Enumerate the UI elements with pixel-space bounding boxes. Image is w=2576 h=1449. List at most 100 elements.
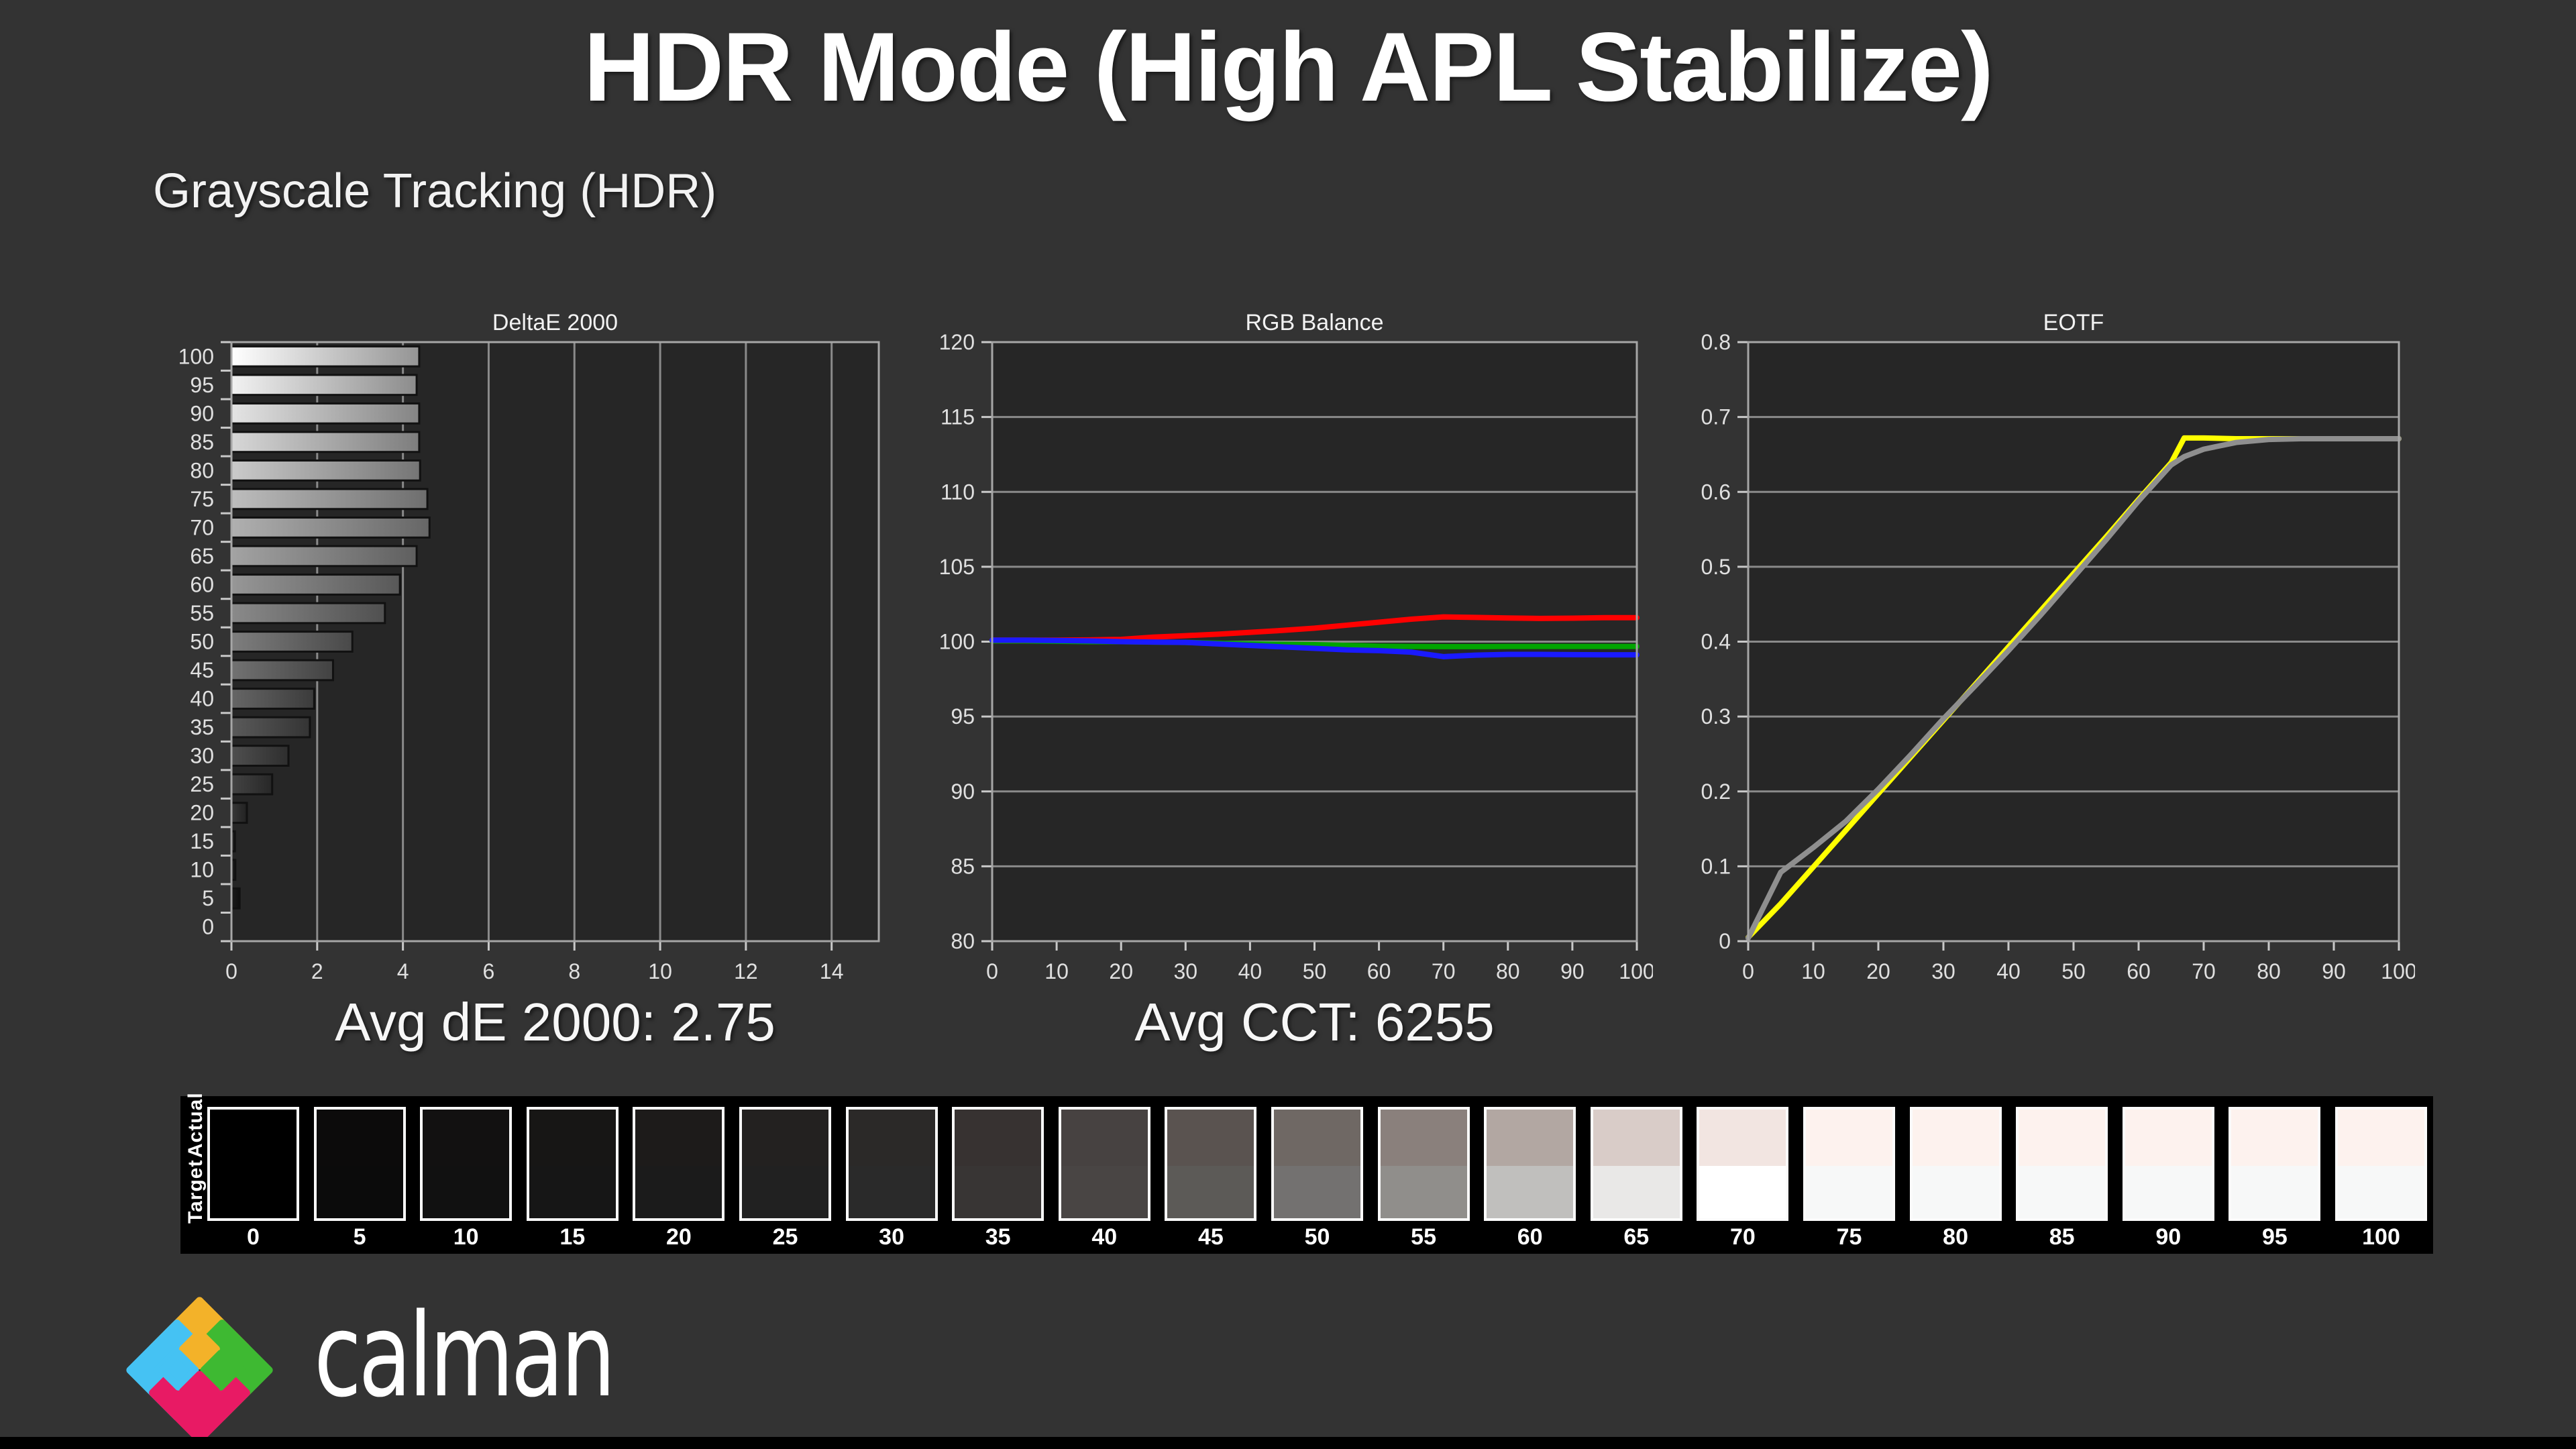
svg-text:115: 115 — [941, 405, 975, 429]
svg-text:20: 20 — [1866, 959, 1890, 983]
svg-text:85: 85 — [190, 430, 214, 454]
swatch-target-color — [1487, 1166, 1574, 1218]
svg-text:100: 100 — [939, 630, 975, 654]
page-title: HDR Mode (High APL Stabilize) — [584, 12, 1994, 121]
swatch-level-label: 75 — [1836, 1224, 1862, 1250]
svg-text:80: 80 — [1496, 959, 1520, 983]
swatch-actual-color — [316, 1110, 403, 1167]
svg-text:100: 100 — [178, 344, 214, 368]
svg-text:20: 20 — [1109, 959, 1133, 983]
svg-text:65: 65 — [190, 544, 214, 568]
svg-text:70: 70 — [1432, 959, 1456, 983]
svg-text:90: 90 — [951, 780, 975, 804]
swatch-level-label: 60 — [1517, 1224, 1543, 1250]
swatch-target-color — [848, 1166, 935, 1218]
swatch-box — [952, 1107, 1044, 1221]
svg-text:14: 14 — [820, 959, 844, 983]
swatch-actual-color — [1806, 1110, 1892, 1167]
swatch-actual-color — [742, 1110, 828, 1167]
swatch-target-color — [1167, 1166, 1254, 1218]
svg-text:10: 10 — [1801, 959, 1825, 983]
swatch-level-label: 80 — [1943, 1224, 1968, 1250]
svg-text:60: 60 — [190, 572, 214, 596]
svg-text:10: 10 — [190, 858, 214, 882]
svg-text:8: 8 — [568, 959, 580, 983]
svg-text:75: 75 — [190, 487, 214, 511]
svg-text:25: 25 — [190, 772, 214, 796]
svg-text:20: 20 — [190, 801, 214, 825]
swatch-actual-color — [2019, 1110, 2106, 1167]
svg-text:40: 40 — [1996, 959, 2021, 983]
swatch-level-label: 15 — [559, 1224, 586, 1250]
swatch-cell: 65 — [1590, 1096, 1682, 1254]
swatch-target-color — [742, 1166, 828, 1218]
swatch-actual-color — [1274, 1110, 1360, 1167]
swatch-target-color — [423, 1166, 510, 1218]
swatch-actual-color — [1699, 1110, 1786, 1167]
svg-text:0.1: 0.1 — [1701, 854, 1731, 878]
svg-text:30: 30 — [1931, 959, 1955, 983]
svg-text:30: 30 — [190, 744, 214, 768]
swatch-target-color — [1699, 1166, 1786, 1218]
svg-text:40: 40 — [190, 687, 214, 711]
swatch-box — [2229, 1107, 2321, 1221]
swatch-box — [633, 1107, 725, 1221]
swatch-actual-color — [2231, 1110, 2318, 1167]
svg-text:60: 60 — [1367, 959, 1391, 983]
swatch-level-label: 10 — [453, 1224, 479, 1250]
swatch-cell: 70 — [1697, 1096, 1789, 1254]
logo-diamond-bottom — [179, 1371, 220, 1412]
swatch-level-label: 65 — [1623, 1224, 1650, 1250]
swatch-cell: 10 — [420, 1096, 513, 1254]
swatch-target-color — [210, 1166, 297, 1218]
swatch-actual-color — [529, 1110, 616, 1167]
swatch-level-label: 25 — [772, 1224, 798, 1250]
logo-diamond-top — [179, 1328, 220, 1370]
calman-logo: calman — [124, 1288, 795, 1449]
svg-text:85: 85 — [951, 854, 975, 878]
svg-text:45: 45 — [190, 658, 214, 682]
swatch-target-color — [635, 1166, 722, 1218]
swatch-box — [526, 1107, 619, 1221]
swatch-box — [207, 1107, 299, 1221]
svg-text:0.8: 0.8 — [1701, 330, 1731, 354]
rgb-balance-chart: 80 85 90 95 100 105 110 115 120 0 10 20 30 40 50 60 70 80… — [939, 310, 1653, 983]
swatch-cell: 95 — [2229, 1096, 2321, 1254]
swatch-actual-color — [423, 1110, 510, 1167]
swatch-level-label: 35 — [985, 1224, 1011, 1250]
svg-text:120: 120 — [939, 330, 975, 354]
section-title: Grayscale Tracking (HDR) — [153, 164, 717, 218]
svg-text:EOTF: EOTF — [2043, 310, 2104, 335]
swatch-target-color — [2125, 1166, 2212, 1218]
svg-text:10: 10 — [1044, 959, 1069, 983]
swatch-level-label: 5 — [353, 1224, 366, 1250]
calman-logo-text: calman — [314, 1288, 616, 1423]
swatch-level-label: 100 — [2362, 1224, 2400, 1250]
swatch-box — [1909, 1107, 2002, 1221]
svg-text:95: 95 — [951, 704, 975, 729]
swatch-level-label: 20 — [665, 1224, 692, 1250]
swatch-cell: 30 — [845, 1096, 938, 1254]
swatch-level-label: 30 — [879, 1224, 904, 1250]
swatch-cell: 75 — [1803, 1096, 1895, 1254]
svg-text:12: 12 — [734, 959, 758, 983]
strip-actual-row-label: Actual — [184, 1092, 207, 1158]
swatch-box — [1165, 1107, 1257, 1221]
swatch-box — [2122, 1107, 2214, 1221]
swatch-actual-color — [848, 1110, 935, 1167]
swatch-actual-color — [1487, 1110, 1574, 1167]
swatch-target-color — [529, 1166, 616, 1218]
svg-text:110: 110 — [941, 480, 975, 504]
eotf-chart: 0 0.1 0.2 0.3 0.4 0.5 0.6 0.7 0.8 0 10 20 30 40 50 60 70… — [1701, 310, 2415, 983]
svg-text:80: 80 — [951, 929, 975, 953]
swatch-level-label: 90 — [2155, 1224, 2182, 1250]
swatch-box — [1484, 1107, 1576, 1221]
avg-cct-value: Avg CCT: 6255 — [1134, 992, 1495, 1052]
svg-text:55: 55 — [190, 601, 214, 625]
swatch-target-color — [1593, 1166, 1680, 1218]
svg-text:100: 100 — [2381, 959, 2415, 983]
swatch-actual-color — [1061, 1110, 1148, 1167]
svg-text:15: 15 — [190, 829, 214, 853]
swatch-cell: 50 — [1271, 1096, 1363, 1254]
